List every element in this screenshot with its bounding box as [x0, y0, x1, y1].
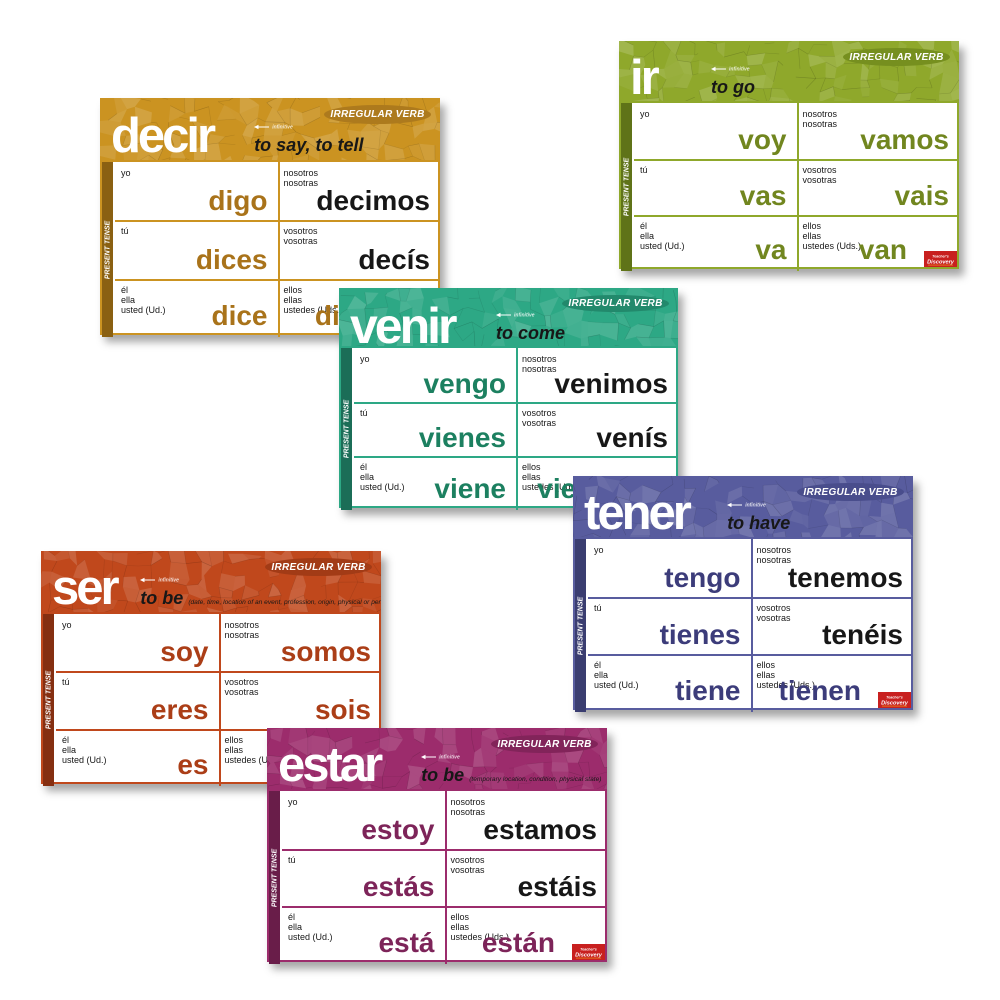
svg-text:Discovery: Discovery	[881, 701, 909, 707]
svg-text:Discovery: Discovery	[575, 953, 603, 959]
svg-text:Teacher's: Teacher's	[932, 254, 949, 258]
svg-text:Teacher's: Teacher's	[580, 947, 597, 951]
svg-text:Teacher's: Teacher's	[886, 695, 903, 699]
svg-text:Discovery: Discovery	[927, 260, 955, 266]
